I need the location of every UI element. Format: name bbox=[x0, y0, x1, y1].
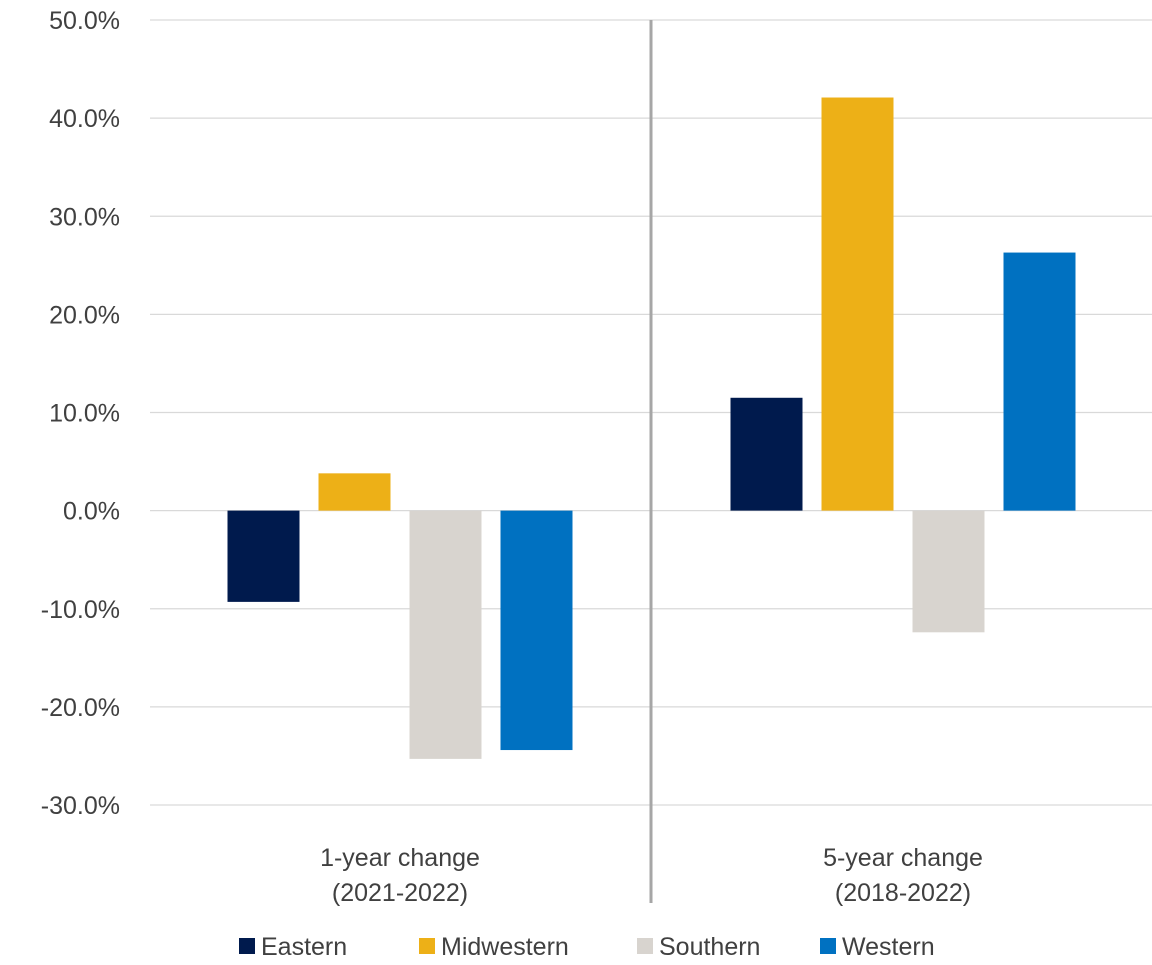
bar-western-1 bbox=[500, 510, 573, 751]
category-label: 1-year change bbox=[320, 844, 480, 872]
y-tick-label: -20.0% bbox=[41, 694, 120, 722]
legend: Eastern Midwestern Southern Western bbox=[239, 933, 935, 961]
y-tick-label: 0.0% bbox=[63, 498, 120, 526]
legend-swatch-southern bbox=[637, 938, 653, 954]
legend-swatch-eastern bbox=[239, 938, 255, 954]
legend-label-southern: Southern bbox=[659, 933, 760, 961]
bars bbox=[227, 97, 1076, 759]
bar-eastern-1 bbox=[227, 510, 300, 602]
legend-swatch-midwestern bbox=[419, 938, 435, 954]
y-tick-label: -10.0% bbox=[41, 596, 120, 624]
bar-southern-1 bbox=[409, 510, 482, 759]
y-tick-label: 10.0% bbox=[49, 400, 120, 428]
bar-eastern-2 bbox=[730, 397, 803, 511]
bar-midwestern-1 bbox=[318, 473, 391, 511]
y-tick-label: 30.0% bbox=[49, 203, 120, 231]
legend-label-midwestern: Midwestern bbox=[441, 933, 569, 961]
bar-western-2 bbox=[1003, 252, 1076, 511]
bar-midwestern-2 bbox=[821, 97, 894, 511]
y-tick-label: 40.0% bbox=[49, 105, 120, 133]
y-tick-label: 50.0% bbox=[49, 7, 120, 35]
legend-label-eastern: Eastern bbox=[261, 933, 347, 961]
y-axis: 50.0% 40.0% 30.0% 20.0% 10.0% 0.0% -10.0% -20.0… bbox=[41, 7, 120, 820]
y-tick-label: 20.0% bbox=[49, 301, 120, 329]
legend-label-western: Western bbox=[842, 933, 935, 961]
category-label: (2018-2022) bbox=[835, 879, 971, 907]
category-label: (2021-2022) bbox=[332, 879, 468, 907]
category-label: 5-year change bbox=[823, 844, 983, 872]
bar-southern-2 bbox=[912, 510, 985, 633]
x-axis: 1-year change (2021-2022) 5-year change (20… bbox=[320, 844, 983, 907]
y-tick-label: -30.0% bbox=[41, 792, 120, 820]
legend-swatch-western bbox=[820, 938, 836, 954]
